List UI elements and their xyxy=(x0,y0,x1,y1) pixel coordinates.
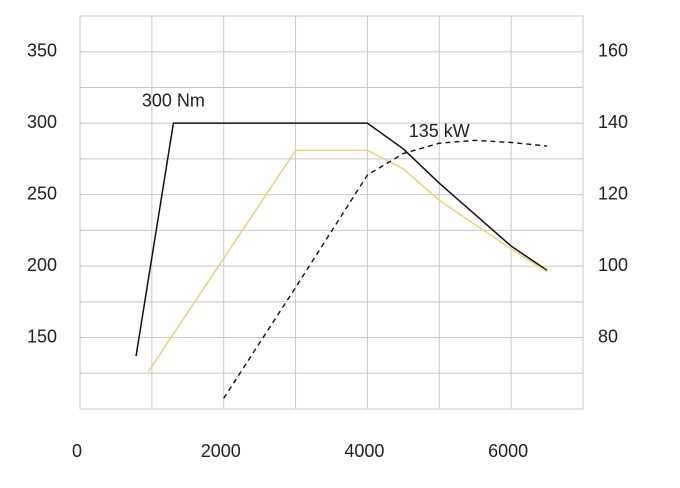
y2-tick-label: 100 xyxy=(598,255,628,275)
y-tick-label: 250 xyxy=(27,183,57,203)
y2-tick-label: 120 xyxy=(598,183,628,203)
series-line xyxy=(147,149,548,373)
x-tick-label: 4000 xyxy=(344,441,384,461)
y2-tick-label: 160 xyxy=(598,40,628,60)
annotation: 135 kW xyxy=(409,121,470,141)
series-line xyxy=(223,139,548,399)
y-tick-label: 150 xyxy=(27,326,57,346)
series-line xyxy=(135,122,548,357)
y-tick-label: 350 xyxy=(27,40,57,60)
y-tick-label: 300 xyxy=(27,112,57,132)
annotation: 300 Nm xyxy=(142,90,205,110)
y2-tick-label: 80 xyxy=(598,326,618,346)
x-tick-label: 2000 xyxy=(201,441,241,461)
y2-tick-label: 140 xyxy=(598,112,628,132)
y-tick-label: 200 xyxy=(27,255,57,275)
x-tick-label: 0 xyxy=(72,441,82,461)
x-tick-label: 6000 xyxy=(488,441,528,461)
